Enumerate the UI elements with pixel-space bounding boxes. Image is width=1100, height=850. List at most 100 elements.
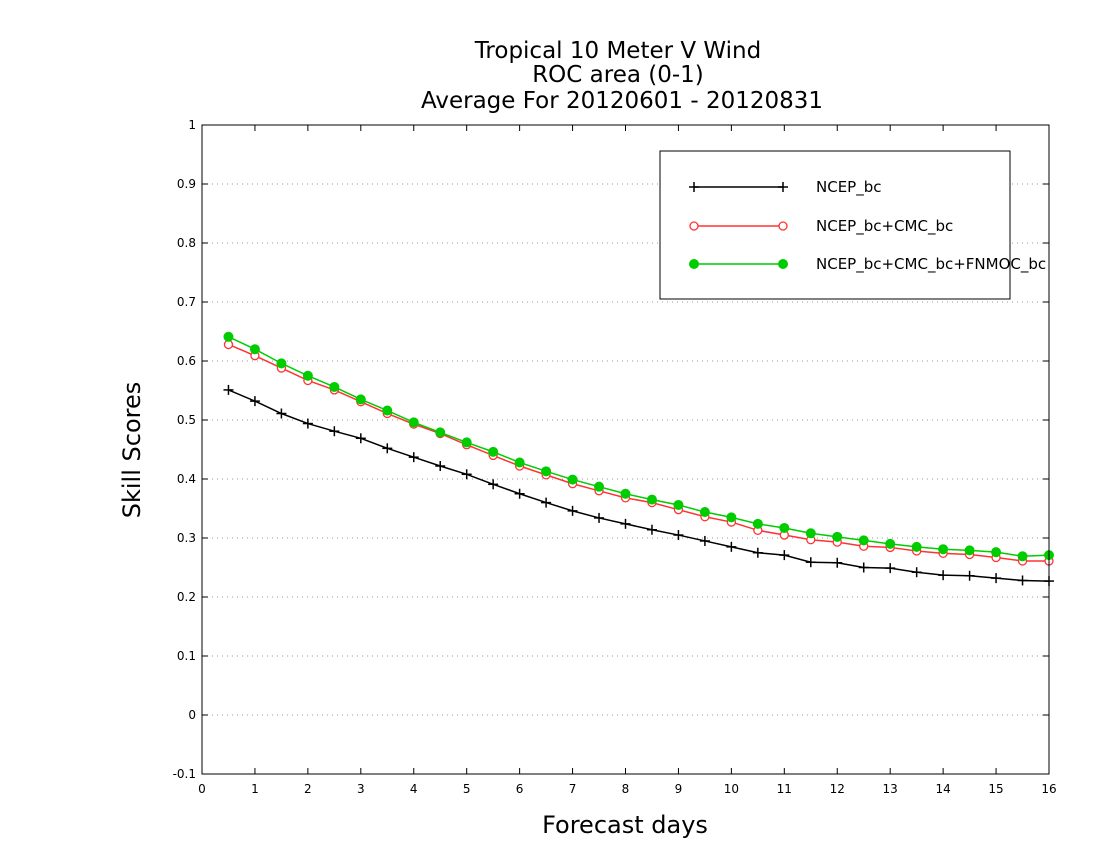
legend-label: NCEP_bc <box>816 178 882 197</box>
x-tick-label: 15 <box>988 782 1003 796</box>
data-point <box>1017 575 1028 586</box>
legend-item: NCEP_bc <box>689 178 882 197</box>
data-point <box>938 570 949 581</box>
legend-marker <box>778 259 788 269</box>
data-point <box>964 570 975 581</box>
y-tick-label: 0.6 <box>177 354 196 368</box>
data-point <box>567 474 578 485</box>
data-point <box>223 384 234 395</box>
y-tick-label: 0.2 <box>177 590 196 604</box>
chart-title-line-3: Average For 20120601 - 20120831 <box>421 88 823 114</box>
data-point <box>911 541 922 552</box>
data-point <box>832 531 843 542</box>
x-tick-label: 7 <box>569 782 577 796</box>
data-point <box>620 488 631 499</box>
data-point <box>752 518 763 529</box>
legend-marker <box>689 259 699 269</box>
chart-title-line-1: Tropical 10 Meter V Wind <box>474 38 761 64</box>
data-point <box>699 535 710 546</box>
x-tick-label: 11 <box>777 782 792 796</box>
x-tick-label: 16 <box>1041 782 1056 796</box>
data-point <box>408 452 419 463</box>
data-point <box>461 469 472 480</box>
y-axis-ticks: -0.1 0 0.1 0.2 0.3 0.4 0.5 0.6 0.7 0.8 0.9 1 <box>173 118 1049 781</box>
plot-frame <box>201 124 1050 775</box>
y-tick-label: 0.5 <box>177 413 196 427</box>
legend-box <box>659 150 1011 300</box>
data-point <box>514 457 525 468</box>
x-tick-label: 8 <box>622 782 630 796</box>
legend-marker <box>778 182 788 192</box>
data-point <box>991 573 1002 584</box>
x-tick-label: 2 <box>304 782 312 796</box>
data-point <box>752 547 763 558</box>
data-point <box>488 446 499 457</box>
y-axis-label: Skill Scores <box>118 382 146 519</box>
data-point <box>991 547 1002 558</box>
data-point <box>355 433 366 444</box>
data-point <box>302 370 313 381</box>
legend-item: NCEP_bc+CMC_bc <box>689 217 953 236</box>
data-point <box>408 417 419 428</box>
data-point <box>779 550 790 561</box>
y-tick-label: -0.1 <box>173 767 196 781</box>
y-tick-label: 0.9 <box>177 177 196 191</box>
y-tick-label: 1 <box>188 118 196 132</box>
data-point <box>355 394 366 405</box>
data-point <box>1017 551 1028 562</box>
legend-marker <box>689 182 699 192</box>
y-tick-label: 0.1 <box>177 649 196 663</box>
data-point <box>302 418 313 429</box>
data-point <box>594 481 605 492</box>
data-point <box>885 538 896 549</box>
data-point <box>858 562 869 573</box>
data-point <box>223 331 234 342</box>
legend-label: NCEP_bc+CMC_bc <box>816 217 953 236</box>
data-point <box>329 426 340 437</box>
data-point <box>594 512 605 523</box>
data-point <box>276 358 287 369</box>
x-tick-label: 9 <box>675 782 683 796</box>
data-point <box>249 344 260 355</box>
data-point <box>673 530 684 541</box>
data-point <box>726 512 737 523</box>
data-point <box>488 479 499 490</box>
series-2 <box>223 339 1054 566</box>
y-tick-label: 0 <box>188 708 196 722</box>
series-line <box>228 336 1050 558</box>
data-point <box>276 408 287 419</box>
y-tick-label: 0.4 <box>177 472 196 486</box>
legend-items: NCEP_bc NCEP_bc+CMC_bc NCEP_bc+CMC_bc+FNMO… <box>689 178 1046 274</box>
data-point <box>832 557 843 568</box>
y-tick-label: 0.8 <box>177 236 196 250</box>
data-point <box>329 381 340 392</box>
series-1 <box>223 384 1054 587</box>
data-point <box>911 567 922 578</box>
data-point <box>779 522 790 533</box>
x-tick-label: 10 <box>724 782 739 796</box>
data-point <box>567 505 578 516</box>
data-point <box>673 499 684 510</box>
y-tick-label: 0.3 <box>177 531 196 545</box>
data-point <box>249 396 260 407</box>
x-tick-label: 14 <box>935 782 950 796</box>
series-line <box>228 343 1049 562</box>
data-point <box>435 461 446 472</box>
data-point <box>541 466 552 477</box>
data-point <box>461 437 472 448</box>
series-layer <box>223 331 1054 587</box>
data-point <box>699 507 710 518</box>
x-tick-label: 4 <box>410 782 418 796</box>
x-tick-label: 5 <box>463 782 471 796</box>
data-point <box>805 528 816 539</box>
legend: NCEP_bc NCEP_bc+CMC_bc NCEP_bc+CMC_bc+FNMO… <box>659 150 1046 300</box>
data-point <box>435 427 446 438</box>
chart-title-line-2: ROC area (0-1) <box>532 62 704 88</box>
data-point <box>646 494 657 505</box>
data-point <box>805 557 816 568</box>
legend-item: NCEP_bc+CMC_bc+FNMOC_bc <box>689 255 1046 274</box>
x-tick-label: 6 <box>516 782 524 796</box>
data-point <box>938 544 949 555</box>
x-tick-label: 13 <box>883 782 898 796</box>
